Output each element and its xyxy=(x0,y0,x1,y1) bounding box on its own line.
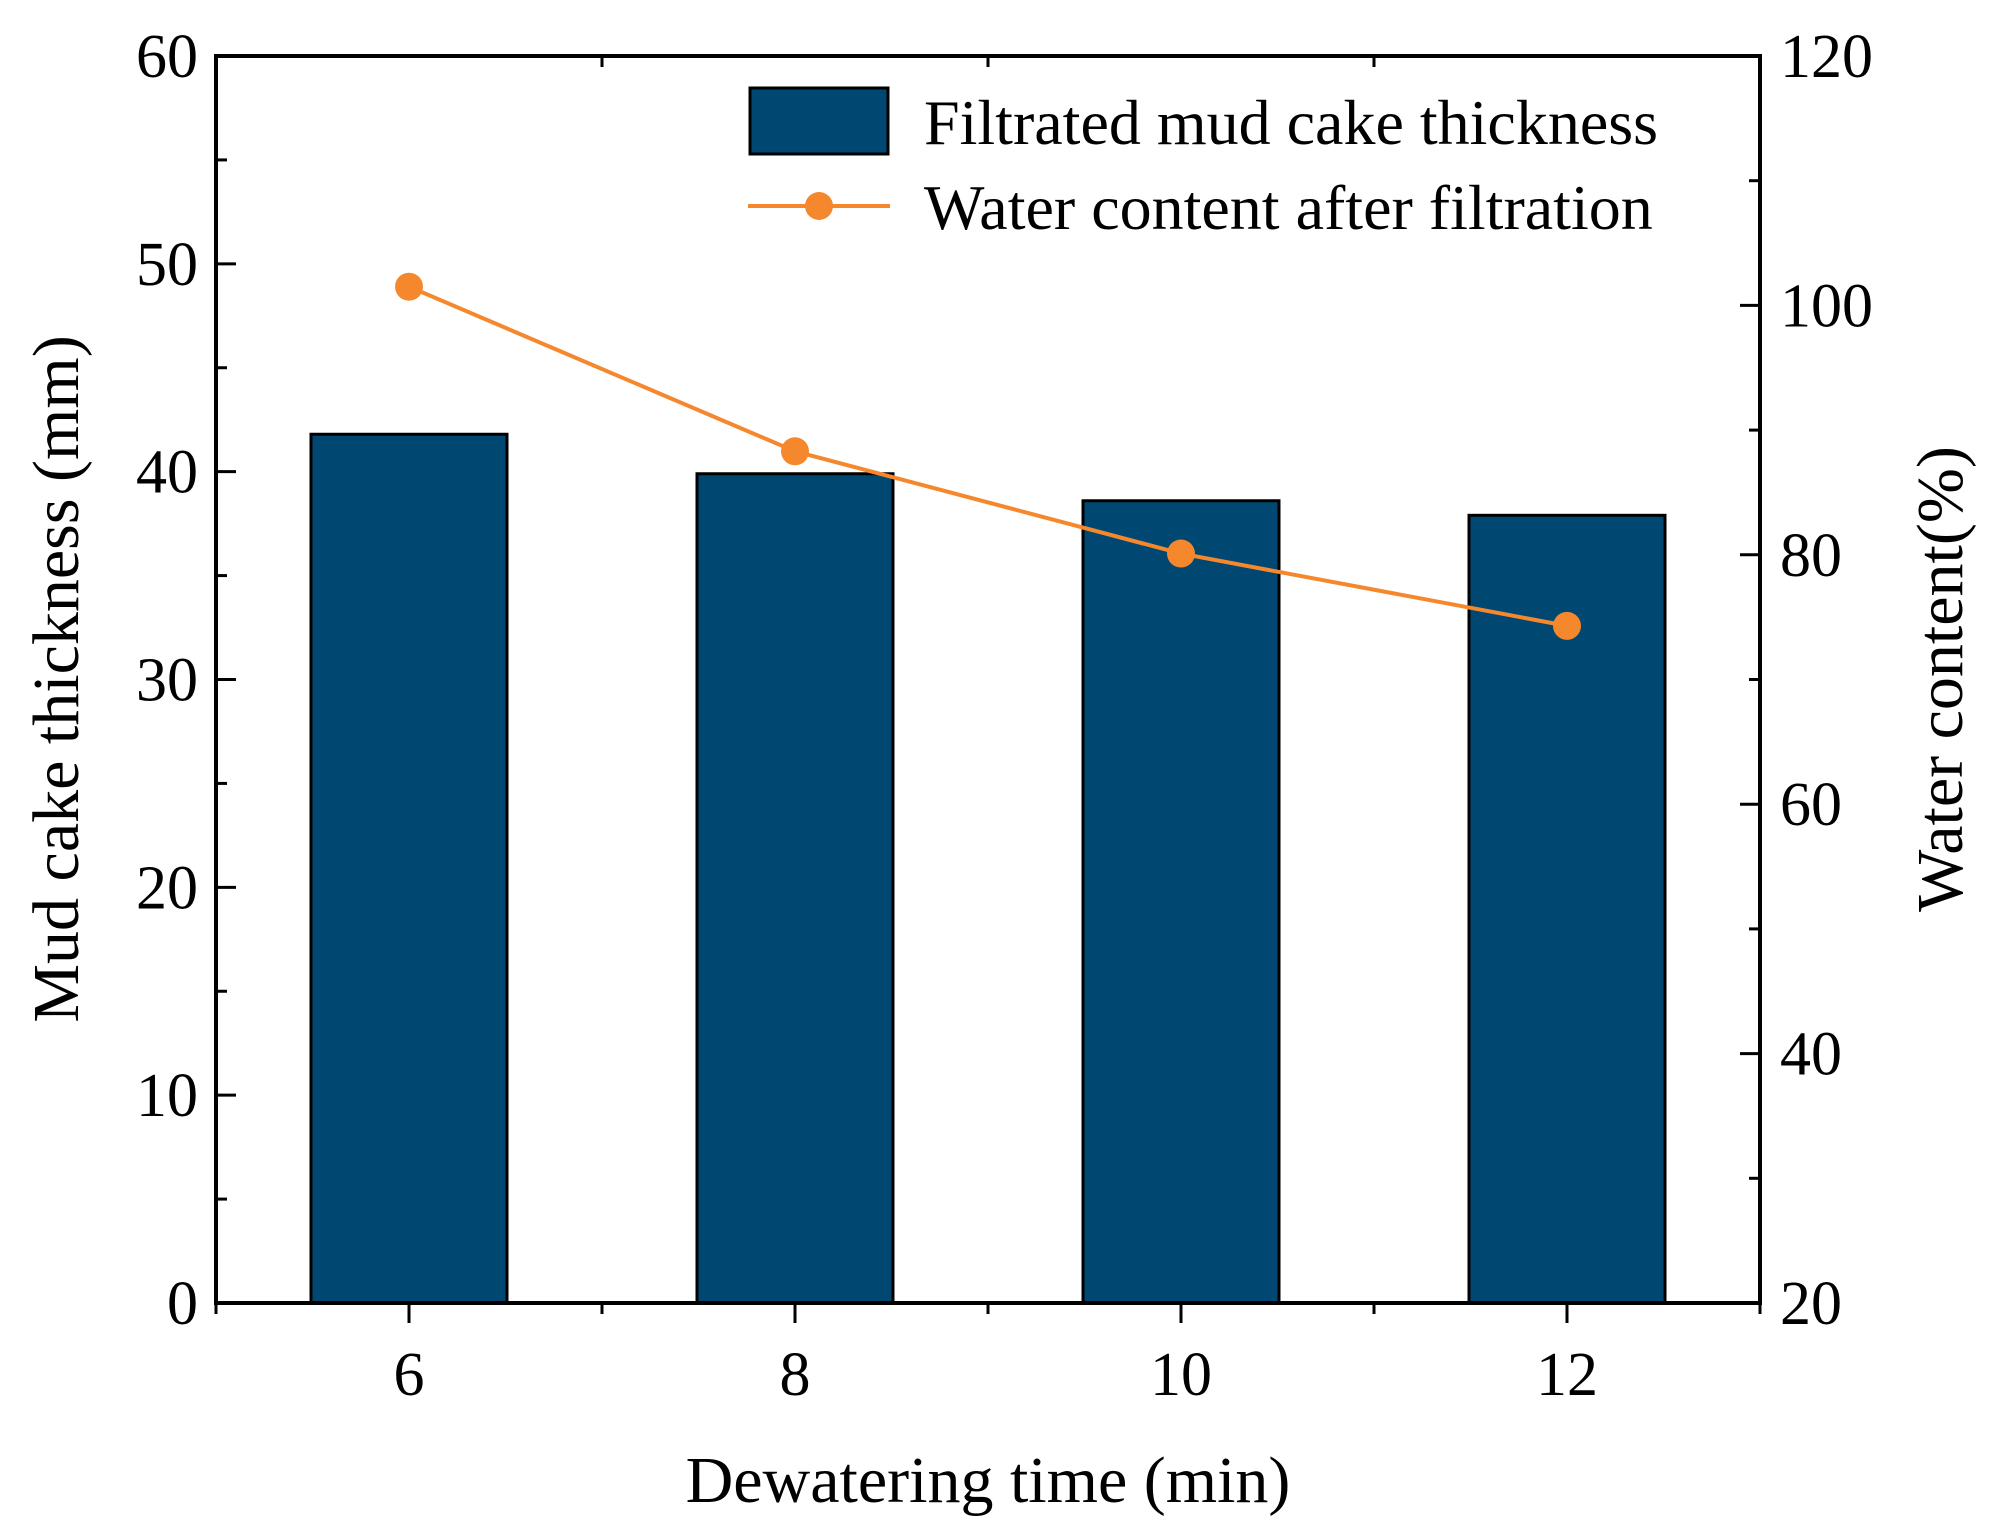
x-axis-title: Dewatering time (min) xyxy=(686,1444,1291,1517)
y-axis-title: Mud cake thickness (mm) xyxy=(20,335,93,1022)
water-content-point-12 xyxy=(1553,611,1581,640)
x-tick-label: 12 xyxy=(1536,1341,1598,1409)
y-tick-label: 0 xyxy=(167,1270,198,1338)
legend: Filtrated mud cake thickness Water conte… xyxy=(748,86,1658,243)
y2-tick-label: 80 xyxy=(1780,522,1842,590)
y2-tick-label: 100 xyxy=(1780,272,1873,340)
x-tick-label: 8 xyxy=(780,1341,811,1409)
bars-layer xyxy=(309,432,1667,1305)
line-layer xyxy=(395,272,1581,640)
bar-12 xyxy=(1467,513,1667,1305)
y-tick-label: 40 xyxy=(136,439,198,507)
legend-bar-swatch xyxy=(748,86,890,156)
legend-bar-label: Filtrated mud cake thickness xyxy=(924,87,1658,158)
y2-axis-title: Water content(%) xyxy=(1904,446,1977,912)
x-tick-label: 6 xyxy=(394,1341,425,1409)
y-tick-label: 50 xyxy=(136,231,198,299)
legend-line-marker xyxy=(805,192,833,220)
water-content-point-8 xyxy=(781,437,809,466)
legend-line-label: Water content after filtration xyxy=(924,172,1653,243)
water-content-point-10 xyxy=(1167,539,1195,568)
y-tick-label: 30 xyxy=(136,647,198,715)
water-content-line xyxy=(408,284,1568,628)
bar-8 xyxy=(695,472,895,1305)
y-tick-label: 60 xyxy=(136,23,198,91)
y-tick-label: 20 xyxy=(136,854,198,922)
plot-frame xyxy=(214,54,1762,1305)
bar-10 xyxy=(1081,499,1281,1305)
water-content-point-6 xyxy=(395,272,423,301)
y2-tick-label: 20 xyxy=(1780,1270,1842,1338)
bar-6 xyxy=(309,432,509,1305)
y-tick-label: 10 xyxy=(136,1062,198,1130)
x-tick-label: 10 xyxy=(1150,1341,1212,1409)
y2-tick-label: 120 xyxy=(1780,23,1873,91)
y2-tick-label: 40 xyxy=(1780,1021,1842,1089)
y2-tick-label: 60 xyxy=(1780,771,1842,839)
